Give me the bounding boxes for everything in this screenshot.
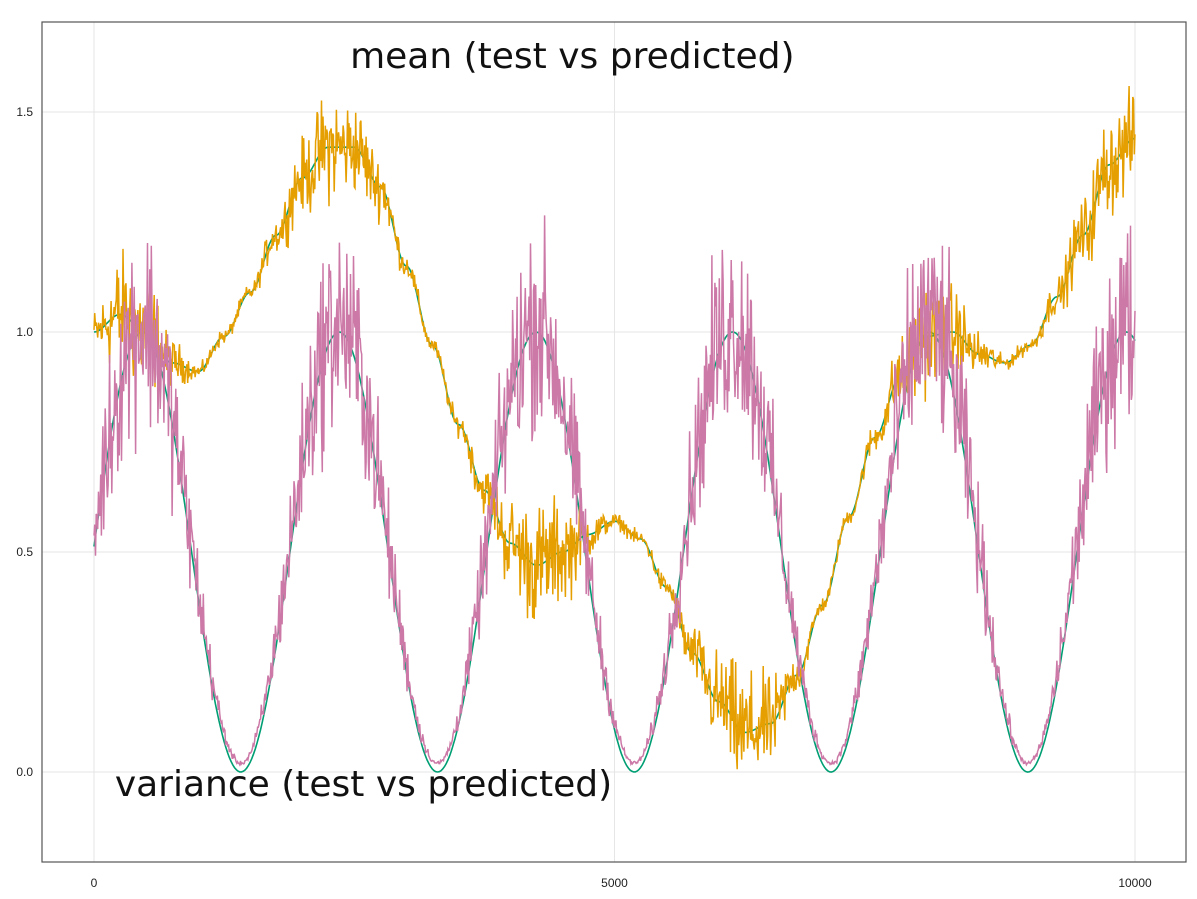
y-tick-label: 1.5 xyxy=(16,105,33,119)
series-variance-predicted xyxy=(93,215,1136,767)
y-tick-label: 1.0 xyxy=(16,325,33,339)
y-tick-label: 0.0 xyxy=(16,765,33,779)
annotation-variance: variance (test vs predicted) xyxy=(115,764,612,805)
annotation-mean: mean (test vs predicted) xyxy=(350,36,794,77)
series-layer xyxy=(93,85,1136,773)
tick-labels: 0 5000 10000 0.0 0.5 1.0 1.5 xyxy=(16,105,1152,890)
plot-frame xyxy=(41,21,1187,863)
annotations: mean (test vs predicted) variance (test v… xyxy=(115,36,795,805)
x-tick-label: 10000 xyxy=(1118,876,1152,890)
x-tick-label: 5000 xyxy=(601,876,628,890)
grid-lines xyxy=(42,22,1186,862)
x-tick-label: 0 xyxy=(91,876,98,890)
y-tick-label: 0.5 xyxy=(16,545,33,559)
